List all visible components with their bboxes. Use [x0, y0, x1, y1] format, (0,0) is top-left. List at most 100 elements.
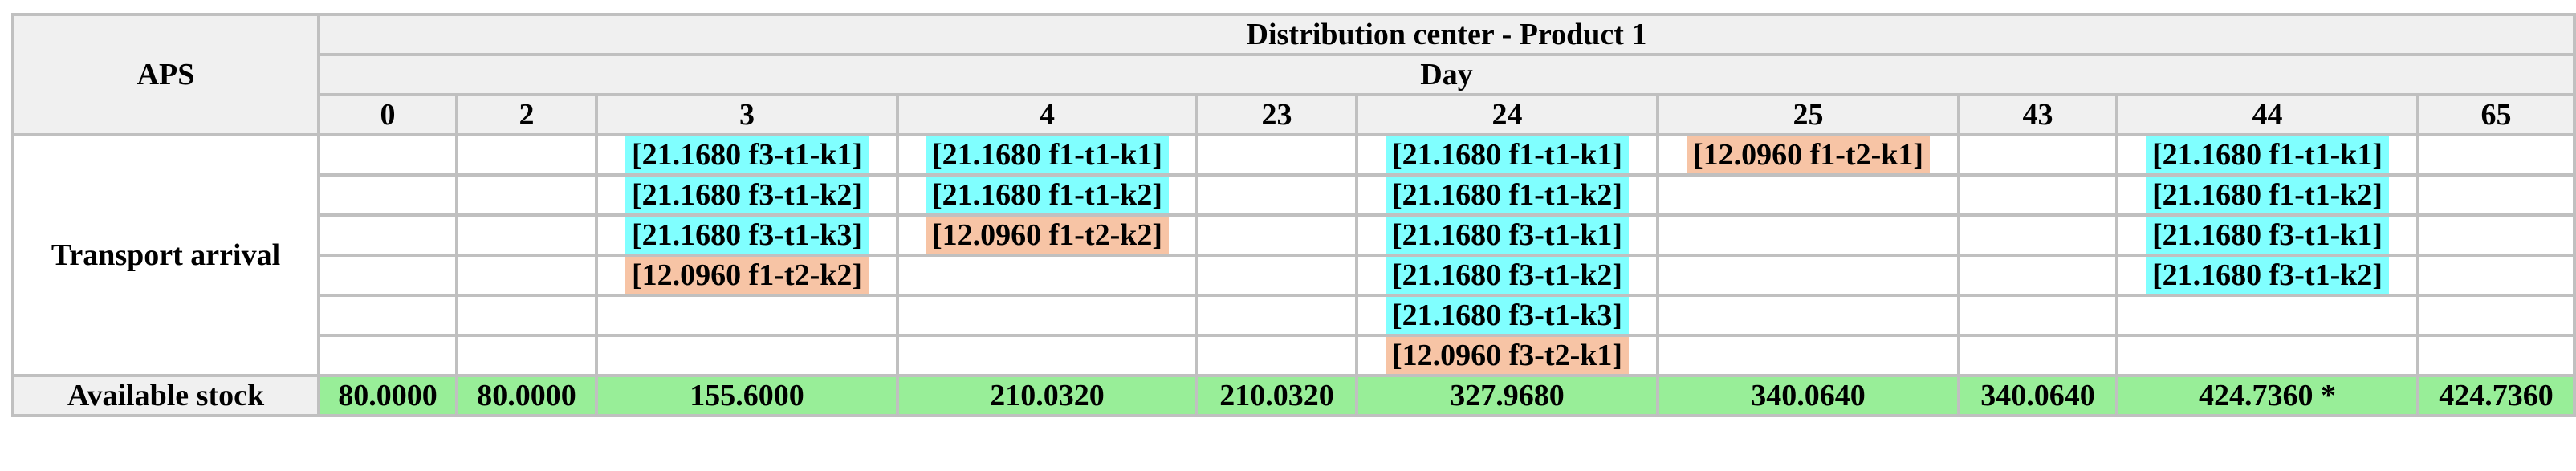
- day-row: 0 2 3 4 23 24 25 43 44 65: [13, 93, 2576, 136]
- transport-cell: [2416, 133, 2576, 177]
- transport-cell: [1195, 173, 1358, 217]
- arrival-tag: [21.1680 f1-t1-k1]: [925, 136, 1170, 173]
- row-label: Available stock: [11, 374, 320, 417]
- transport-cell: [12.0960 f1-t2-k2]: [595, 254, 899, 297]
- day-cell: 2: [455, 93, 598, 136]
- transport-cell: [1195, 133, 1358, 177]
- transport-cell: [1656, 254, 1960, 297]
- subtitle-cell: Day: [317, 53, 2576, 96]
- transport-cell: [1957, 334, 2118, 377]
- day-cell: 0: [317, 93, 458, 136]
- arrival-tag: [21.1680 f1-t1-k2]: [925, 177, 1170, 213]
- arrival-tag: [21.1680 f3-t1-k1]: [1385, 217, 1630, 254]
- transport-cell: [455, 254, 598, 297]
- transport-cell: [21.1680 f3-t1-k3]: [1355, 294, 1659, 337]
- transport-cell: [1957, 173, 2118, 217]
- arrival-tag: [12.0960 f1-t2-k2]: [925, 217, 1170, 254]
- transport-cell: [2115, 294, 2419, 337]
- transport-cell: [1957, 294, 2118, 337]
- stock-cell: 210.0320: [1195, 374, 1358, 417]
- transport-cell: [455, 294, 598, 337]
- transport-cell: [2416, 213, 2576, 257]
- transport-cell: [1957, 213, 2118, 257]
- transport-cell: [12.0960 f1-t2-k2]: [896, 213, 1198, 257]
- transport-cell: [21.1680 f1-t1-k2]: [896, 173, 1198, 217]
- day-cell: 4: [896, 93, 1198, 136]
- arrival-tag: [12.0960 f1-t2-k1]: [1686, 136, 1931, 173]
- transport-row: [21.1680 f3-t1-k2] [21.1680 f1-t1-k2] [21.…: [13, 173, 2576, 217]
- transport-row: Transport arrival [21.1680 f3-t1-k1] [21.1…: [11, 133, 2576, 377]
- transport-cell: [21.1680 f3-t1-k2]: [1355, 254, 1659, 297]
- transport-cell: [2416, 334, 2576, 377]
- transport-cell: [1957, 133, 2118, 177]
- transport-cell: [21.1680 f3-t1-k2]: [595, 173, 899, 217]
- transport-row: [12.0960 f1-t2-k2] [21.1680 f3-t1-k2] [21.…: [13, 254, 2576, 297]
- transport-cell: [2416, 173, 2576, 217]
- day-cell: 43: [1957, 93, 2118, 136]
- transport-cell: [21.1680 f3-t1-k1]: [1355, 213, 1659, 257]
- transport-cell: [2416, 294, 2576, 337]
- transport-cell: [896, 294, 1198, 337]
- arrival-tag: [12.0960 f3-t2-k1]: [1385, 337, 1630, 374]
- transport-cell: [2416, 254, 2576, 297]
- stock-cell: 340.0640: [1656, 374, 1960, 417]
- corner-cell: APS: [11, 13, 320, 136]
- transport-cell: [12.0960 f3-t2-k1]: [1355, 334, 1659, 377]
- stock-cell: 424.7360: [2416, 374, 2576, 417]
- arrival-tag: [21.1680 f3-t1-k1]: [625, 136, 869, 173]
- transport-cell: [317, 294, 458, 337]
- day-cell: 23: [1195, 93, 1358, 136]
- stock-row: Available stock 80.0000 80.0000 155.6000 210…: [11, 374, 2576, 417]
- transport-cell: [1195, 334, 1358, 377]
- arrival-tag: [21.1680 f1-t1-k2]: [1385, 177, 1630, 213]
- arrival-tag: [21.1680 f3-t1-k2]: [1385, 257, 1630, 294]
- transport-cell: [317, 133, 458, 177]
- transport-cell: [1656, 213, 1960, 257]
- transport-cell: [455, 213, 598, 257]
- transport-cell: [21.1680 f3-t1-k1]: [2115, 213, 2419, 257]
- arrival-tag: [21.1680 f3-t1-k2]: [625, 177, 869, 213]
- transport-cell: [1656, 173, 1960, 217]
- title-cell: Distribution center - Product 1: [317, 13, 2576, 56]
- transport-cell: [896, 254, 1198, 297]
- transport-cell: [896, 334, 1198, 377]
- stock-cell: 340.0640: [1957, 374, 2118, 417]
- transport-cell: [317, 334, 458, 377]
- transport-cell: [21.1680 f1-t1-k2]: [2115, 173, 2419, 217]
- transport-cell: [21.1680 f1-t1-k1]: [1355, 133, 1659, 177]
- transport-cell: [2115, 334, 2419, 377]
- transport-cell: [455, 334, 598, 377]
- row-label: Transport arrival: [11, 133, 320, 377]
- transport-cell: [1656, 334, 1960, 377]
- stock-cell: 210.0320: [896, 374, 1198, 417]
- transport-cell: [1957, 254, 2118, 297]
- transport-cell: [12.0960 f1-t2-k1]: [1656, 133, 1960, 177]
- transport-cell: [317, 173, 458, 217]
- stock-cell: 424.7360 *: [2115, 374, 2419, 417]
- day-cell: 3: [595, 93, 899, 136]
- transport-cell: [1195, 213, 1358, 257]
- transport-row: [21.1680 f3-t1-k3]: [13, 294, 2576, 337]
- arrival-tag: [12.0960 f1-t2-k2]: [625, 257, 869, 294]
- stock-cell: 80.0000: [317, 374, 458, 417]
- transport-cell: [455, 173, 598, 217]
- day-cell: 44: [2115, 93, 2419, 136]
- transport-cell: [21.1680 f3-t1-k1]: [595, 133, 899, 177]
- transport-cell: [455, 133, 598, 177]
- day-cell: 65: [2416, 93, 2576, 136]
- transport-cell: [595, 294, 899, 337]
- stock-cell: 80.0000: [455, 374, 598, 417]
- arrival-tag: [21.1680 f1-t1-k2]: [2145, 177, 2390, 213]
- transport-cell: [595, 334, 899, 377]
- transport-cell: [317, 213, 458, 257]
- transport-row: [12.0960 f3-t2-k1]: [13, 334, 2576, 377]
- transport-cell: [21.1680 f3-t1-k2]: [2115, 254, 2419, 297]
- transport-cell: [1195, 294, 1358, 337]
- arrival-tag: [21.1680 f3-t1-k3]: [1385, 297, 1630, 334]
- transport-cell: [317, 254, 458, 297]
- transport-cell: [21.1680 f1-t1-k2]: [1355, 173, 1659, 217]
- transport-cell: [1195, 254, 1358, 297]
- transport-row: [21.1680 f3-t1-k3] [12.0960 f1-t2-k2] [21.…: [13, 213, 2576, 257]
- subtitle-row: Day: [13, 53, 2576, 96]
